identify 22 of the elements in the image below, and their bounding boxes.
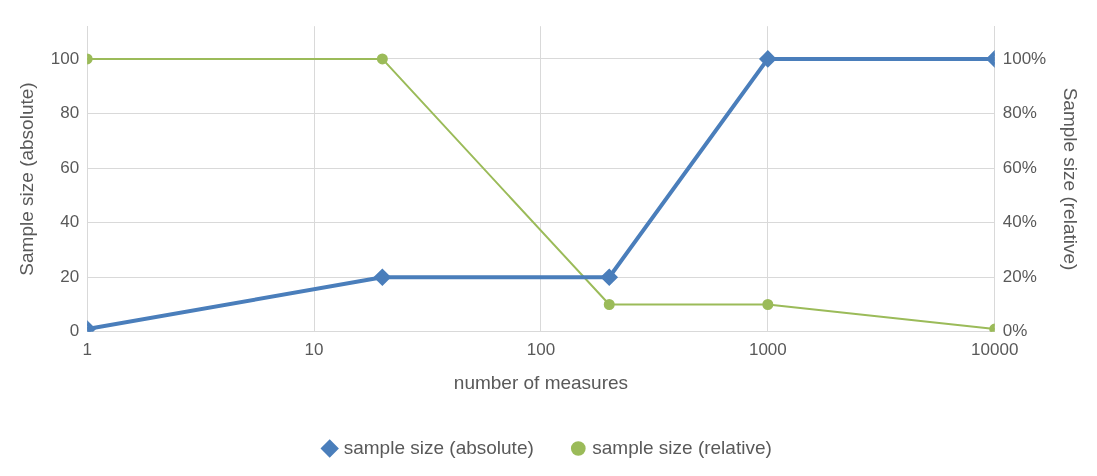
y-tick-label: 60 — [60, 157, 80, 177]
y-tick-label: 80 — [60, 103, 80, 123]
x-tick-label: 10 — [304, 339, 324, 359]
y-tick-label: 40 — [60, 212, 80, 232]
x-tick-label: 1 — [82, 339, 92, 359]
y-tick-label: 20 — [60, 266, 80, 286]
y-tick-label: 0 — [69, 321, 80, 341]
y2-tick-label: 60% — [1002, 157, 1037, 177]
x-tick-label: 1000 — [748, 339, 787, 359]
x-tick-label: 100 — [526, 339, 556, 359]
x-axis-title: number of measures — [453, 371, 629, 393]
y-axis-title: Sample size (absolute) — [15, 82, 37, 276]
x-tick-label: 10000 — [971, 339, 1019, 359]
y2-tick-label: 0% — [1002, 321, 1028, 341]
y2-tick-label: 100% — [1002, 48, 1047, 68]
y2-axis-title: Sample size (relative) — [1060, 87, 1082, 271]
y2-tick-label: 40% — [1002, 212, 1037, 232]
y-tick-label: 100 — [50, 48, 80, 68]
legend-label: sample size (relative) — [592, 436, 772, 458]
y2-tick-label: 80% — [1002, 103, 1037, 123]
legend-label: sample size (absolute) — [343, 436, 534, 458]
y2-tick-label: 20% — [1002, 266, 1037, 286]
